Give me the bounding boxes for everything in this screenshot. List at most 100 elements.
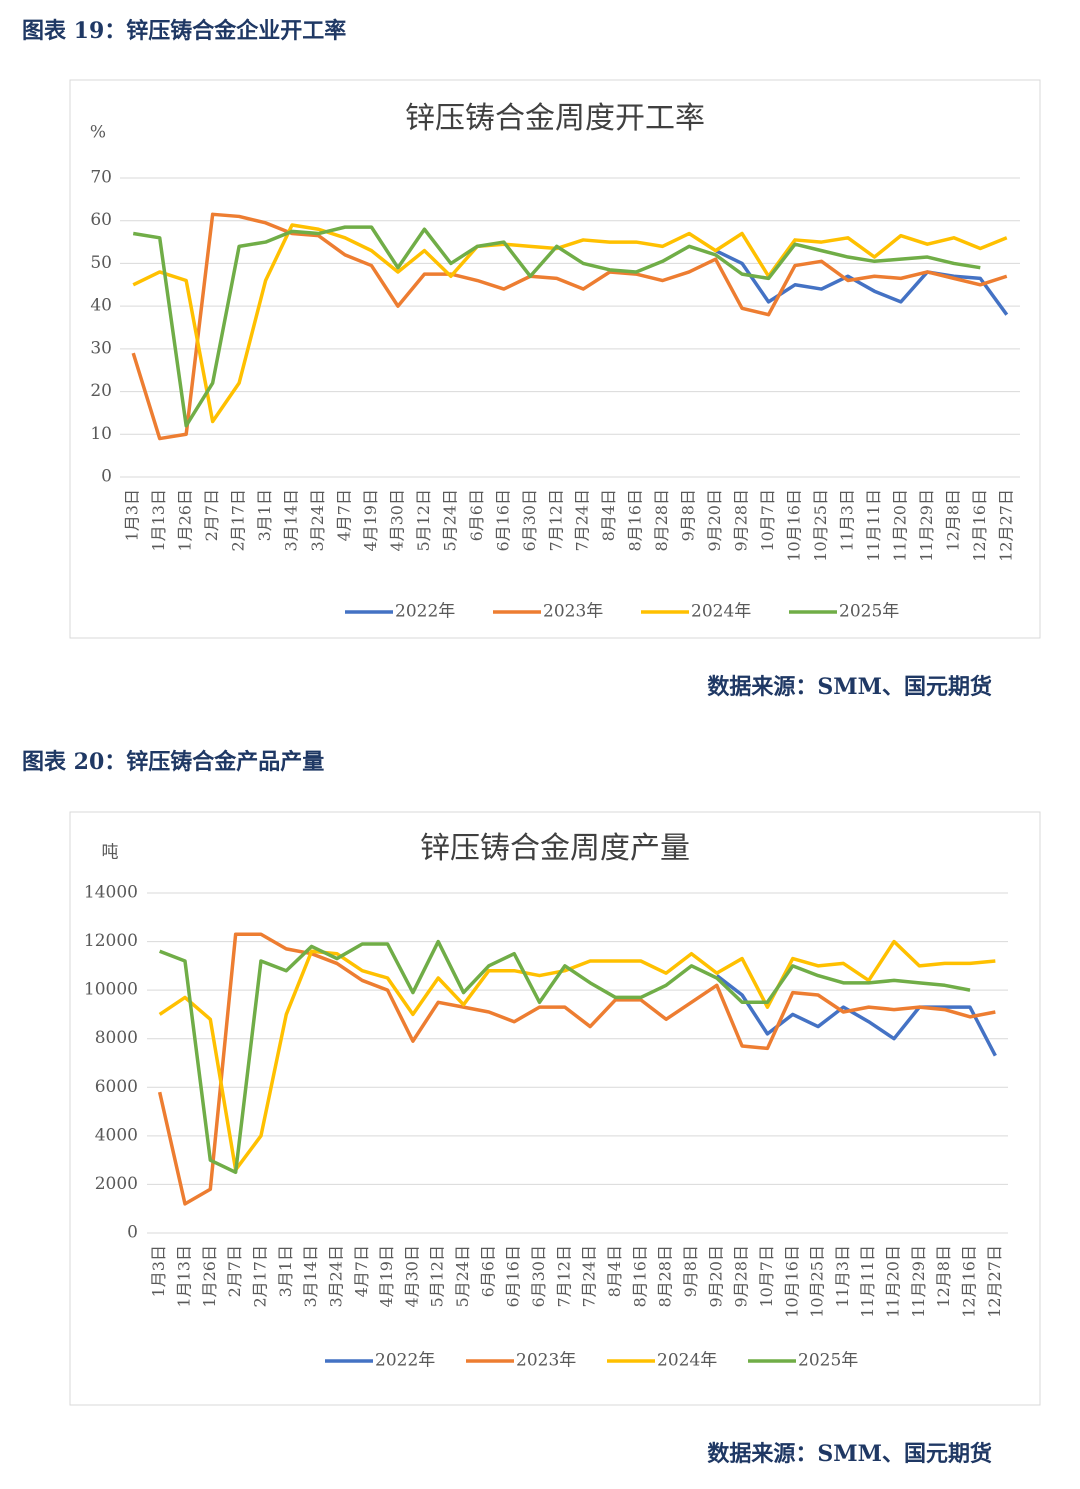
x-tick-label: 8月28日 bbox=[652, 489, 671, 552]
y-axis-unit: % bbox=[90, 123, 106, 143]
x-tick-label: 1月13日 bbox=[149, 489, 168, 552]
x-tick-label: 11月11日 bbox=[858, 1245, 877, 1318]
x-tick-label: 10月25日 bbox=[811, 489, 830, 562]
y-tick-label: 0 bbox=[101, 467, 112, 487]
x-tick-label: 11月29日 bbox=[917, 489, 936, 562]
legend-label: 2022年 bbox=[375, 1351, 435, 1371]
x-tick-label: 8月16日 bbox=[626, 489, 645, 552]
legend-label: 2024年 bbox=[691, 602, 751, 622]
legend-label: 2025年 bbox=[798, 1351, 858, 1371]
x-tick-label: 5月12日 bbox=[428, 1245, 447, 1308]
x-tick-label: 3月1日 bbox=[276, 1245, 295, 1297]
x-tick-label: 11月20日 bbox=[890, 489, 909, 562]
series-line bbox=[714, 249, 1009, 316]
chart-title: 锌压铸合金周度产量 bbox=[420, 831, 690, 866]
x-tick-label: 1月13日 bbox=[174, 1245, 193, 1308]
x-tick-label: 7月24日 bbox=[580, 1245, 599, 1308]
x-tick-label: 10月25日 bbox=[808, 1245, 827, 1318]
chart-title: 锌压铸合金周度开工率 bbox=[405, 101, 705, 136]
y-tick-label: 0 bbox=[127, 1223, 138, 1243]
chart-frame bbox=[69, 79, 1041, 639]
x-tick-label: 5月24日 bbox=[440, 489, 459, 552]
x-tick-label: 10月16日 bbox=[782, 1245, 801, 1318]
series-line bbox=[131, 212, 1008, 441]
y-tick-label: 2000 bbox=[95, 1174, 138, 1194]
x-tick-label: 1月3日 bbox=[123, 489, 142, 541]
x-tick-label: 6月6日 bbox=[478, 1245, 497, 1297]
x-tick-label: 11月11日 bbox=[864, 489, 883, 562]
x-tick-label: 1月26日 bbox=[176, 489, 195, 552]
x-tick-label: 10月16日 bbox=[785, 489, 804, 562]
x-tick-label: 2月7日 bbox=[225, 1245, 244, 1297]
y-tick-label: 8000 bbox=[95, 1028, 138, 1048]
x-tick-label: 3月14日 bbox=[301, 1245, 320, 1308]
y-tick-label: 10 bbox=[90, 424, 112, 444]
x-tick-label: 11月3日 bbox=[837, 489, 856, 552]
x-tick-label: 2月7日 bbox=[202, 489, 221, 541]
series-line bbox=[159, 939, 971, 1175]
y-tick-label: 10000 bbox=[84, 980, 138, 1000]
x-tick-label: 12月16日 bbox=[970, 489, 989, 562]
x-tick-label: 4月7日 bbox=[335, 489, 354, 541]
y-tick-label: 30 bbox=[90, 338, 112, 358]
x-tick-label: 6月16日 bbox=[493, 489, 512, 552]
x-tick-label: 3月14日 bbox=[282, 489, 301, 552]
legend-label: 2023年 bbox=[543, 602, 603, 622]
y-tick-label: 4000 bbox=[95, 1125, 138, 1145]
y-tick-label: 14000 bbox=[84, 883, 138, 903]
x-tick-label: 11月3日 bbox=[833, 1245, 852, 1308]
x-tick-label: 8月4日 bbox=[599, 489, 618, 541]
x-tick-label: 12月16日 bbox=[960, 1245, 979, 1318]
x-tick-label: 2月17日 bbox=[229, 489, 248, 552]
y-tick-label: 70 bbox=[90, 168, 112, 188]
x-tick-label: 2月17日 bbox=[250, 1245, 269, 1308]
x-tick-label: 12月8日 bbox=[934, 1245, 953, 1308]
source-note: 数据来源：SMM、国元期货 bbox=[707, 674, 992, 700]
x-tick-label: 4月19日 bbox=[377, 1245, 396, 1308]
x-tick-label: 11月20日 bbox=[884, 1245, 903, 1318]
chart-frame bbox=[69, 811, 1041, 1406]
x-tick-label: 4月19日 bbox=[361, 489, 380, 552]
x-tick-label: 10月7日 bbox=[757, 1245, 776, 1308]
legend-label: 2022年 bbox=[395, 602, 455, 622]
x-tick-label: 4月30日 bbox=[387, 489, 406, 552]
x-tick-label: 9月8日 bbox=[681, 1245, 700, 1297]
series-line bbox=[158, 939, 996, 1172]
x-tick-label: 5月12日 bbox=[414, 489, 433, 552]
figure-caption: 图表 20：锌压铸合金产品产量 bbox=[22, 749, 324, 775]
y-tick-label: 20 bbox=[90, 381, 112, 401]
x-tick-label: 10月7日 bbox=[758, 489, 777, 552]
y-tick-label: 12000 bbox=[84, 931, 138, 951]
x-tick-label: 1月26日 bbox=[200, 1245, 219, 1308]
x-tick-label: 6月6日 bbox=[467, 489, 486, 541]
x-tick-label: 12月27日 bbox=[996, 489, 1015, 562]
y-tick-label: 60 bbox=[90, 210, 112, 230]
y-tick-label: 40 bbox=[90, 296, 112, 316]
x-tick-label: 7月24日 bbox=[573, 489, 592, 552]
x-tick-label: 6月30日 bbox=[520, 489, 539, 552]
x-tick-label: 9月28日 bbox=[732, 489, 751, 552]
x-tick-label: 9月20日 bbox=[706, 1245, 725, 1308]
y-tick-label: 6000 bbox=[95, 1077, 138, 1097]
figure-caption: 图表 19：锌压铸合金企业开工率 bbox=[22, 18, 346, 44]
x-tick-label: 9月8日 bbox=[679, 489, 698, 541]
series-line bbox=[132, 223, 1008, 424]
x-tick-label: 3月24日 bbox=[308, 489, 327, 552]
source-note: 数据来源：SMM、国元期货 bbox=[707, 1441, 992, 1467]
x-tick-label: 11月29日 bbox=[909, 1245, 928, 1318]
x-tick-label: 7月12日 bbox=[554, 1245, 573, 1308]
y-tick-label: 50 bbox=[90, 253, 112, 273]
x-tick-label: 3月1日 bbox=[255, 489, 274, 541]
x-tick-label: 8月16日 bbox=[630, 1245, 649, 1308]
x-tick-label: 12月8日 bbox=[943, 489, 962, 552]
x-tick-label: 8月28日 bbox=[656, 1245, 675, 1308]
x-tick-label: 4月30日 bbox=[402, 1245, 421, 1308]
series-line bbox=[157, 932, 996, 1206]
legend-label: 2025年 bbox=[839, 602, 899, 622]
x-tick-label: 12月27日 bbox=[985, 1245, 1004, 1318]
x-tick-label: 6月16日 bbox=[504, 1245, 523, 1308]
x-tick-label: 7月12日 bbox=[546, 489, 565, 552]
x-tick-label: 9月28日 bbox=[732, 1245, 751, 1308]
